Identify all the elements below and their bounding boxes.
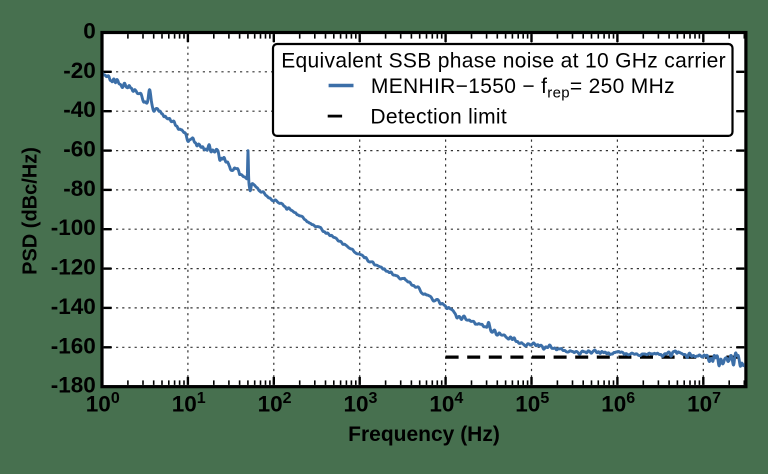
svg-text:-180: -180 <box>51 373 96 398</box>
svg-text:100: 100 <box>86 390 120 417</box>
svg-text:-100: -100 <box>51 215 96 240</box>
svg-text:PSD (dBc/Hz): PSD (dBc/Hz) <box>20 147 42 275</box>
svg-text:Frequency (Hz): Frequency (Hz) <box>348 423 500 446</box>
svg-text:-40: -40 <box>63 97 96 122</box>
svg-text:-160: -160 <box>51 333 96 358</box>
svg-text:-60: -60 <box>63 137 96 162</box>
svg-text:Equivalent SSB phase noise at: Equivalent SSB phase noise at 10 GHz car… <box>281 50 726 73</box>
svg-text:MENHIR−1550 − frep= 250 MHz: MENHIR−1550 − frep= 250 MHz <box>371 75 675 102</box>
svg-text:-140: -140 <box>51 294 96 319</box>
svg-text:-20: -20 <box>63 58 96 83</box>
svg-text:Detection limit: Detection limit <box>370 105 507 128</box>
svg-text:-120: -120 <box>51 255 96 280</box>
svg-text:0: 0 <box>83 19 96 44</box>
svg-text:-80: -80 <box>63 176 96 201</box>
